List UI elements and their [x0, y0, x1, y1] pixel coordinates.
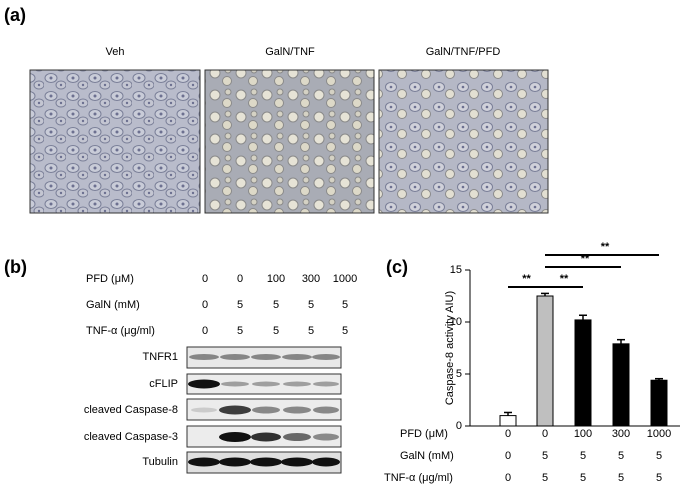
- y-tick-label: 5: [456, 368, 462, 380]
- row-label: GalN (mM): [400, 450, 454, 462]
- row-value: 5: [542, 472, 548, 484]
- x-tick-label: 0: [542, 428, 548, 440]
- blot-label: cleaved Caspase-3: [84, 431, 178, 443]
- row-value: 5: [618, 472, 624, 484]
- panel-label: (a): [4, 5, 26, 25]
- micrograph: [29, 69, 201, 214]
- panel-label: (b): [4, 257, 27, 277]
- condition-value: 5: [237, 325, 243, 337]
- condition-value: 0: [202, 273, 208, 285]
- image-caption: Veh: [106, 46, 125, 58]
- row-value: 5: [580, 472, 586, 484]
- x-tick-label: 0: [505, 428, 511, 440]
- condition-value: 1000: [333, 273, 357, 285]
- significance-label: **: [581, 253, 590, 265]
- bar: [536, 295, 554, 427]
- blot-label: Tubulin: [142, 456, 178, 468]
- x-tick-label: 1000: [647, 428, 671, 440]
- bar: [499, 415, 517, 427]
- image-caption: GalN/TNF/PFD: [426, 46, 501, 58]
- y-tick-label: 15: [450, 264, 462, 276]
- row-value: 5: [656, 472, 662, 484]
- image-caption: GalN/TNF: [265, 46, 315, 58]
- significance-label: **: [522, 273, 531, 285]
- y-tick-label: 10: [450, 316, 462, 328]
- blot-label: TNFR1: [143, 351, 178, 363]
- row-value: 5: [542, 450, 548, 462]
- row-label: TNF-α (μg/ml): [384, 472, 453, 484]
- row-value: 0: [505, 472, 511, 484]
- condition-value: 5: [342, 325, 348, 337]
- condition-value: 0: [237, 273, 243, 285]
- condition-value: 5: [308, 299, 314, 311]
- micrograph: [204, 69, 375, 214]
- panel-label: (c): [386, 257, 408, 277]
- blot-label: cleaved Caspase-8: [84, 404, 178, 416]
- condition-value: 5: [273, 325, 279, 337]
- bar: [574, 319, 592, 427]
- significance-label: **: [601, 241, 610, 253]
- condition-value: 5: [273, 299, 279, 311]
- y-axis-label: Caspase-8 activity AIU): [444, 291, 456, 405]
- condition-value: 5: [237, 299, 243, 311]
- panel-a: [29, 69, 549, 214]
- row-value: 0: [505, 450, 511, 462]
- condition-value: 0: [202, 325, 208, 337]
- condition-value: 5: [342, 299, 348, 311]
- row-value: 5: [618, 450, 624, 462]
- significance-label: **: [560, 273, 569, 285]
- condition-value: 300: [302, 273, 320, 285]
- blot-label: cFLIP: [149, 378, 178, 390]
- bar: [612, 343, 630, 427]
- condition-value: 0: [202, 299, 208, 311]
- x-tick-label: 100: [574, 428, 592, 440]
- row-label: PFD (μM): [400, 428, 448, 440]
- x-tick-label: 300: [612, 428, 630, 440]
- y-tick-label: 0: [456, 420, 462, 432]
- row-value: 5: [656, 450, 662, 462]
- micrograph: [378, 69, 549, 214]
- blots: [186, 346, 342, 474]
- condition-value: 100: [267, 273, 285, 285]
- condition-value: 5: [308, 325, 314, 337]
- row-value: 5: [580, 450, 586, 462]
- condition-label: PFD (μM): [86, 273, 134, 285]
- condition-label: GalN (mM): [86, 299, 140, 311]
- condition-label: TNF-α (μg/ml): [86, 325, 155, 337]
- bar: [650, 379, 668, 427]
